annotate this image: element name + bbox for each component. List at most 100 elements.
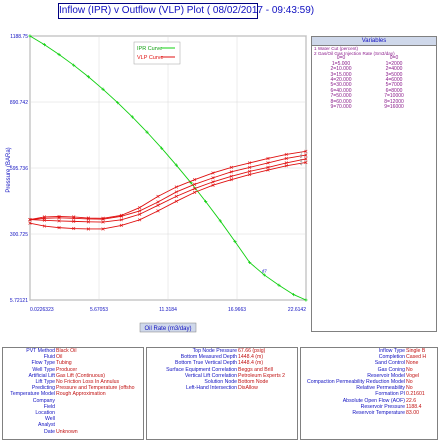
vlp-point <box>156 209 160 213</box>
well-info-row: Location <box>3 410 143 416</box>
variable-2-value: 6=8000 <box>385 87 403 94</box>
ipr-point <box>86 75 90 79</box>
system-info-value: 67.66 (psig) <box>238 348 266 354</box>
vlp-point <box>211 176 215 180</box>
ipr-point <box>160 146 164 150</box>
well-info-list: PVT Method Black Oil Fluid Oil Flow Type Tubi… <box>3 348 143 435</box>
system-info-value: Petroleum Experts 2 <box>238 372 285 379</box>
vlp-point <box>138 209 142 213</box>
y-tick-labels: 5.72121 300.725 595.736 890.742 1188.75 <box>10 34 28 304</box>
variables-panel: Variables 1 Water Cut (percent) 2 Gas/Oi… <box>311 36 437 332</box>
reservoir-info-row: Absolute Open Flow (AOF) 22.6 <box>301 398 437 404</box>
variable-2-value: 4=6000 <box>385 77 403 84</box>
reservoir-info-key: Formation PI <box>375 391 405 398</box>
ipr-point <box>204 199 208 204</box>
well-info-key: Temperature Model <box>10 391 55 398</box>
vlp-point <box>174 185 178 189</box>
vlp-point <box>174 199 178 203</box>
variables-row: 8=60.000 8=12000 <box>312 98 436 105</box>
vlp-point <box>119 223 123 228</box>
vlp-curve-number: 4 <box>300 161 303 166</box>
system-info-key: Vertical Lift Correlation <box>184 372 237 379</box>
x-tick-label: 16.9663 <box>228 307 246 313</box>
well-info-value: Pressure and Temperature (offsho <box>56 385 135 392</box>
well-info-row: Well <box>3 416 143 422</box>
variable-1-value: 3=15.000 <box>330 71 352 78</box>
well-info-value: Producer <box>56 366 78 373</box>
vlp-point <box>266 165 270 169</box>
variables-row: 6=40.000 6=8000 <box>312 87 436 94</box>
vlp-point <box>284 161 288 165</box>
vlp-point <box>229 170 233 174</box>
system-info-row: Bottom True Vertical Depth 1448.4 (m) <box>147 360 297 366</box>
variable-1-value: 8=60.000 <box>330 98 352 105</box>
system-info-list: Top Node Pressure 67.66 (psig) Bottom Meas… <box>147 348 297 391</box>
well-info-row: Date Unknown <box>3 429 143 435</box>
well-info-row: Temperature Model Rough Approximation <box>3 391 143 397</box>
vlp-point <box>211 171 215 175</box>
legend: IPR Curve VLP Curve <box>133 41 181 65</box>
reservoir-info-value: No <box>406 385 413 392</box>
vlp-point <box>86 227 90 231</box>
variable-2-value: 9=16000 <box>384 104 404 111</box>
well-info-row: Fluid Oil <box>3 354 143 360</box>
reservoir-info-row: Reservoir Pressure 1188.4 <box>301 404 437 410</box>
system-info-row: Surface Equipment Correlation Beggs and B… <box>147 367 297 373</box>
grid-layer <box>29 35 307 301</box>
well-info-key: Field <box>43 403 55 410</box>
x-tick-label: 22.6142 <box>288 307 306 313</box>
vlp-point <box>174 194 178 199</box>
variable-1-value: 1=5.000 <box>331 60 351 67</box>
vlp-point <box>72 216 76 220</box>
reservoir-info-row: Reservoir Model Vogel <box>301 373 437 379</box>
variables-row: 9=70.000 9=16000 <box>312 104 436 111</box>
reservoir-info-value: 1188.4 <box>406 403 422 410</box>
reservoir-info-key: Completion <box>378 354 405 361</box>
ipr-point <box>189 181 193 185</box>
variables-row: 3=15.000 3=5000 <box>312 71 436 78</box>
system-info-value: Bottom Node <box>238 379 269 386</box>
ipr-point <box>28 34 32 38</box>
well-info-key: Location <box>35 410 55 417</box>
ipr-point <box>130 115 134 119</box>
vlp-point <box>229 178 233 182</box>
vlp-point <box>57 219 61 223</box>
variable-1-value: 2=10.000 <box>330 66 352 73</box>
ipr-curve-line <box>29 35 307 301</box>
reservoir-info-row: Compaction Permeability Reduction Model N… <box>301 379 437 385</box>
vlp-point <box>101 220 105 224</box>
well-info-row: PVT Method Black Oil <box>3 348 143 354</box>
vlp-point <box>211 183 215 187</box>
vlp-point <box>101 227 105 231</box>
well-info-row: Predicting Pressure and Temperature (offs… <box>3 385 143 391</box>
well-info-value: Gas Lift (Continuous) <box>56 372 106 379</box>
vlp-point <box>156 200 160 204</box>
vlp-curve-number: 2 <box>300 154 303 159</box>
y-tick-label: 595.736 <box>10 166 28 172</box>
well-info-row: Well Type Producer <box>3 367 143 373</box>
reservoir-info-row: Completion Cased H <box>301 354 437 360</box>
vlp-point <box>57 226 61 230</box>
vlp-point <box>248 165 252 169</box>
reservoir-info-box: Inflow Type Single B Completion Cased H Sand… <box>300 347 438 440</box>
system-info-value: 1448.4 (m) <box>238 354 264 361</box>
ipr-vlp-plot: 5.72121 300.725 595.736 890.742 1188.75 0.02… <box>6 34 308 333</box>
system-info-row: Solution Node Bottom Node <box>147 379 297 385</box>
vlp-point <box>86 220 90 224</box>
vlp-point <box>193 182 197 186</box>
reservoir-info-row: Sand Control None <box>301 360 437 366</box>
well-info-key: Company <box>32 397 55 404</box>
vlp-point <box>304 153 308 157</box>
well-info-key: Date <box>44 428 55 435</box>
ipr-point <box>42 43 46 47</box>
well-info-key: Lift Type <box>35 379 55 386</box>
vlp-point <box>229 165 233 169</box>
ipr-point <box>101 87 105 91</box>
system-info-key: Left-Hand Intersection <box>185 385 237 392</box>
reservoir-info-value: Cased H <box>406 354 427 361</box>
variable-2-value: 7=10000 <box>384 93 404 100</box>
reservoir-info-key: Gas Coning <box>377 366 405 373</box>
vlp-point <box>72 219 76 223</box>
well-info-row: Field <box>3 404 143 410</box>
y-axis-label: Pressure (BARa) <box>6 147 12 192</box>
